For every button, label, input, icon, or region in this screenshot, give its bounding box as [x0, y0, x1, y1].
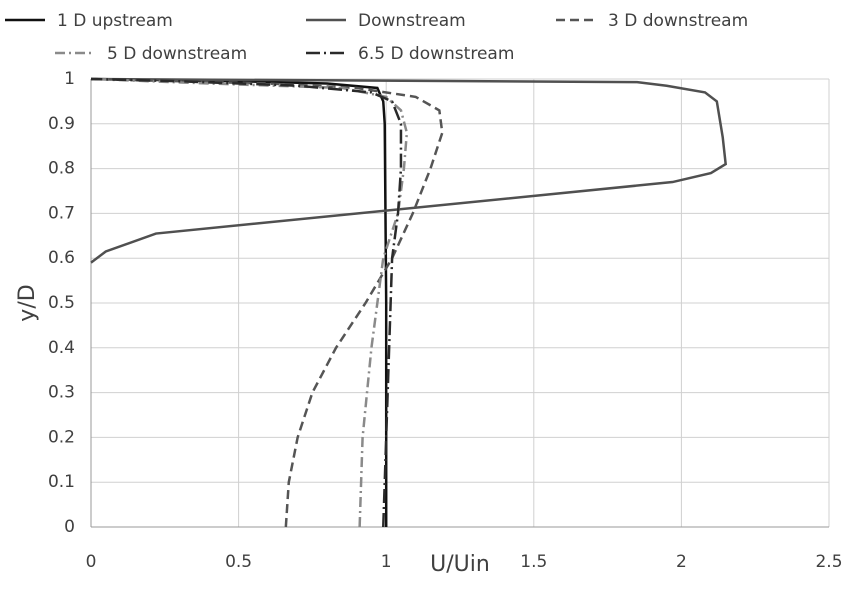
- legend-label: 1 D upstream: [57, 11, 173, 31]
- y-tick-label: 0: [64, 517, 75, 537]
- y-tick-label: 0.9: [48, 114, 75, 134]
- series-line: [90, 77, 728, 264]
- y-tick-label: 0.4: [48, 338, 75, 358]
- x-tick-label: 2: [676, 552, 687, 572]
- legend-label: Downstream: [358, 11, 466, 31]
- y-tick-label: 0.6: [48, 248, 75, 268]
- series-line: [90, 77, 444, 528]
- legend-label: 3 D downstream: [608, 11, 748, 31]
- x-tick-label: 2.5: [815, 552, 842, 572]
- y-tick-label: 0.2: [48, 427, 75, 447]
- y-tick-label: 0.7: [48, 203, 75, 223]
- x-axis-title: U/Uin: [430, 552, 490, 577]
- y-axis-title: y/D: [15, 284, 40, 321]
- x-tick-label: 1: [381, 552, 392, 572]
- y-tick-label: 0.3: [48, 383, 75, 403]
- y-tick-label: 0.5: [48, 293, 75, 313]
- y-tick-label: 0.1: [48, 472, 75, 492]
- x-tick-label: 1.5: [520, 552, 547, 572]
- y-tick-label: 1: [64, 69, 75, 89]
- x-tick-label: 0: [86, 552, 97, 572]
- series-line: [90, 77, 409, 528]
- y-tick-label: 0.8: [48, 159, 75, 179]
- legend-label: 5 D downstream: [107, 44, 247, 64]
- x-tick-label: 0.5: [225, 552, 252, 572]
- legend-label: 6.5 D downstream: [358, 44, 514, 64]
